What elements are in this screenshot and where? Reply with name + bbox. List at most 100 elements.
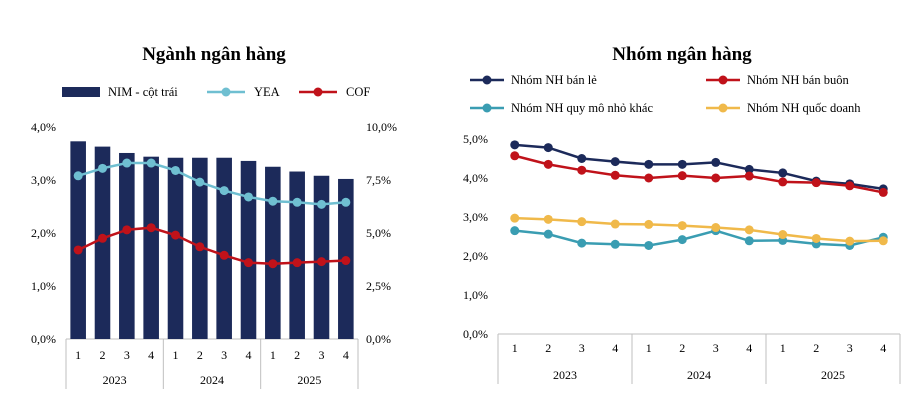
- series-point: [677, 221, 687, 231]
- series-point: [878, 236, 888, 246]
- series-point: [577, 238, 587, 248]
- x-quarter-label: 4: [612, 341, 618, 355]
- x-quarter-label: 1: [512, 341, 518, 355]
- series-point: [878, 187, 888, 197]
- x-quarter-label: 4: [746, 341, 752, 355]
- x-quarter-label: 2: [679, 341, 685, 355]
- series-line: [514, 229, 884, 247]
- nim-bar: [216, 157, 232, 339]
- legend-swatch-marker: [482, 103, 492, 113]
- x-quarter-label: 3: [579, 341, 585, 355]
- x-quarter-label: 3: [847, 341, 853, 355]
- cof-point: [171, 230, 180, 240]
- cof-point: [73, 245, 83, 255]
- series-point: [510, 226, 520, 236]
- left-y-tick-label: 3,0%: [31, 173, 56, 187]
- series-line: [514, 154, 884, 194]
- series-point: [744, 225, 754, 235]
- left-y-tick-label: 4,0%: [31, 120, 56, 134]
- cof-point: [292, 258, 302, 268]
- series-point: [778, 168, 788, 178]
- legend-label: Nhóm NH bán lẻ: [511, 73, 597, 87]
- legend-swatch-marker: [221, 87, 231, 97]
- left-y-tick-label: 1,0%: [31, 279, 56, 293]
- series-point: [577, 154, 587, 163]
- x-year-label: 2024: [687, 368, 711, 382]
- series-point: [543, 159, 553, 169]
- legend-swatch-marker: [313, 87, 323, 97]
- series-point: [644, 219, 654, 229]
- yea-point: [73, 171, 83, 181]
- x-quarter-label: 4: [246, 348, 252, 362]
- series-point: [845, 236, 855, 246]
- series-point: [811, 233, 821, 243]
- x-year-label: 2025: [297, 373, 321, 387]
- x-quarter-label: 3: [221, 348, 227, 362]
- series-point: [677, 235, 687, 245]
- x-quarter-label: 1: [646, 341, 652, 355]
- cof-line: [77, 226, 346, 265]
- legend-label: Nhóm NH quy mô nhỏ khác: [511, 101, 653, 115]
- yea-point: [171, 165, 180, 175]
- x-quarter-label: 2: [100, 348, 106, 362]
- legend-swatch-nim: [62, 87, 100, 97]
- right-axes: 0,0% 1,0% 2,0% 3,0% 4,0% 5,0% 1 2 3 4 1 2 3 4 1 2 3 4 2023…: [463, 132, 901, 384]
- x-year-label: 2023: [553, 368, 577, 382]
- x-quarter-label: 2: [294, 348, 300, 362]
- cof-point: [317, 257, 326, 267]
- series-point: [644, 173, 654, 183]
- series-point: [543, 214, 553, 224]
- right-y-tick-label: 5,0%: [366, 226, 391, 240]
- series-point: [543, 229, 553, 239]
- series-point: [510, 213, 520, 223]
- yea-point: [122, 158, 132, 168]
- yea-point: [317, 199, 326, 209]
- nim-bar: [143, 156, 159, 339]
- left-legend: NIM - cột trái YEA COF: [62, 85, 370, 99]
- cof-point: [146, 223, 156, 233]
- right-y-tick-label: 10,0%: [366, 120, 397, 134]
- yea-point: [98, 163, 107, 173]
- cof-point: [98, 233, 107, 243]
- x-quarter-label: 4: [343, 348, 349, 362]
- legend-swatch-marker: [718, 103, 728, 113]
- yea-point: [292, 197, 302, 207]
- left-lines: [73, 158, 351, 269]
- left-chart-title: Ngành ngân hàng: [142, 44, 286, 65]
- left-y-tick-label: 0,0%: [31, 332, 56, 346]
- yea-line: [77, 161, 346, 206]
- series-point: [744, 171, 754, 181]
- x-quarter-label: 1: [173, 348, 179, 362]
- x-quarter-label: 3: [124, 348, 130, 362]
- right-lines: [510, 140, 888, 250]
- nim-bar: [94, 146, 111, 339]
- series-point: [644, 159, 654, 169]
- right-y-tick-label: 7,5%: [366, 173, 391, 187]
- cof-point: [268, 259, 278, 269]
- nim-bar: [289, 171, 305, 339]
- cof-point: [341, 256, 351, 266]
- x-year-label: 2024: [200, 373, 224, 387]
- left-axes: 0,0% 1,0% 2,0% 3,0% 4,0% 0,0% 2,5% 5,0% 7,5% 10,0…: [31, 120, 397, 389]
- legend-swatch-marker: [718, 75, 728, 85]
- right-chart-title: Nhóm ngân hàng: [612, 44, 752, 65]
- x-quarter-label: 4: [880, 341, 886, 355]
- y-tick-label: 3,0%: [463, 210, 488, 224]
- series-point: [610, 157, 620, 167]
- series-point: [577, 217, 587, 227]
- x-year-label: 2023: [103, 373, 127, 387]
- legend-label-cof: COF: [346, 85, 370, 99]
- legend-swatch-marker: [482, 75, 492, 85]
- series-point: [610, 239, 620, 249]
- x-quarter-label: 4: [148, 348, 154, 362]
- series-point: [644, 240, 654, 250]
- series-point: [711, 223, 721, 233]
- x-quarter-label: 3: [319, 348, 325, 362]
- yea-point: [219, 186, 229, 196]
- y-tick-label: 0,0%: [463, 327, 488, 341]
- x-quarter-label: 1: [75, 348, 81, 362]
- nim-bar: [119, 152, 135, 339]
- series-point: [677, 159, 687, 169]
- yea-point: [146, 158, 156, 168]
